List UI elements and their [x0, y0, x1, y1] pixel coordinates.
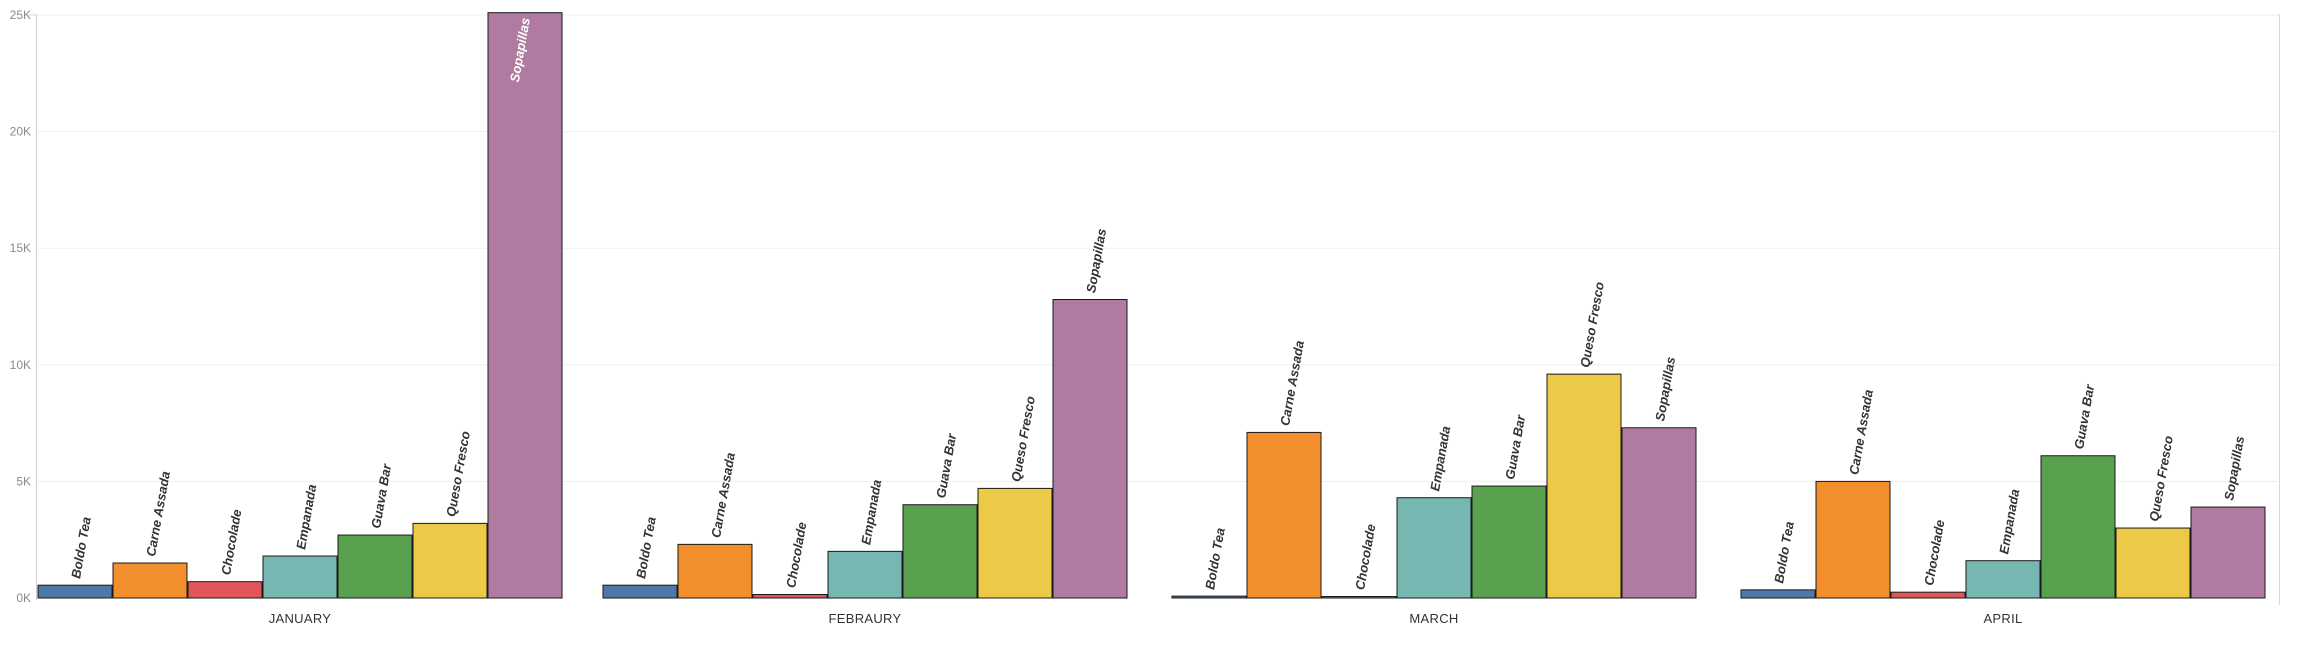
- bar-march-carne-assada: [1246, 431, 1322, 599]
- bar-label: Empanada: [1996, 488, 2022, 555]
- bar-label: Boldo Tea: [68, 516, 94, 580]
- bar-label: Chocolade: [1921, 519, 1947, 587]
- bar-march-guava-bar: [1471, 485, 1547, 599]
- bar-febraury-guava-bar: [902, 504, 978, 599]
- bar-label: Guava Bar: [2071, 383, 2097, 451]
- bar-label: Queso Fresco: [1577, 281, 1607, 369]
- bar-labels-group: Boldo Tea Carne Assada Chocolade Empanada Gu…: [68, 17, 2247, 591]
- bar-label: Empanada: [858, 479, 884, 546]
- bar-march-empanada: [1396, 497, 1472, 599]
- bar-label: Boldo Tea: [1771, 520, 1797, 584]
- gridlines: [38, 14, 2278, 482]
- y-tick-label: 15K: [10, 241, 31, 255]
- bar-label: Sopapillas: [1083, 227, 1109, 294]
- category-label-febraury: FEBRAURY: [829, 611, 902, 626]
- bar-label: Guava Bar: [368, 462, 394, 530]
- category-label-march: MARCH: [1409, 611, 1458, 626]
- bar-febraury-carne-assada: [677, 543, 753, 599]
- bar-label: Carne Assada: [143, 470, 173, 558]
- bar-febraury-chocolade: [752, 594, 828, 599]
- bar-label: Guava Bar: [1502, 413, 1528, 481]
- bar-label: Queso Fresco: [2146, 435, 2176, 523]
- bar-label: Empanada: [293, 483, 319, 550]
- bar-label: Chocolade: [218, 508, 244, 576]
- bar-label: Queso Fresco: [443, 430, 473, 518]
- bar-febraury-queso-fresco: [977, 487, 1053, 599]
- bar-january-sopapillas: [487, 12, 563, 599]
- category-label-april: APRIL: [1983, 611, 2022, 626]
- bar-label: Empanada: [1427, 425, 1453, 492]
- bar-label: Queso Fresco: [1008, 395, 1038, 483]
- bar-label: Carne Assada: [1846, 388, 1876, 476]
- y-tick-label: 25K: [10, 8, 31, 22]
- bar-febraury-sopapillas: [1052, 299, 1128, 599]
- bar-label: Carne Assada: [708, 451, 738, 539]
- bar-febraury-boldo-tea: [602, 584, 678, 599]
- bar-april-chocolade: [1890, 591, 1966, 599]
- y-tick-label: 20K: [10, 125, 31, 139]
- category-labels-group: JANUARY FEBRAURY MARCH APRIL: [269, 611, 2023, 626]
- category-label-january: JANUARY: [269, 611, 332, 626]
- bar-label: Guava Bar: [933, 432, 959, 500]
- bar-label: Sopapillas: [1652, 356, 1678, 423]
- bar-label: Sopapillas: [2221, 435, 2247, 502]
- bar-january-guava-bar: [337, 534, 413, 599]
- bar-january-boldo-tea: [37, 584, 113, 599]
- bar-febraury-empanada: [827, 550, 903, 599]
- y-tick-label: 5K: [16, 474, 31, 488]
- bar-april-queso-fresco: [2115, 527, 2191, 599]
- bar-january-carne-assada: [112, 562, 188, 599]
- bar-april-carne-assada: [1815, 480, 1891, 599]
- bar-march-boldo-tea: [1171, 595, 1247, 599]
- bar-label: Chocolade: [783, 521, 809, 589]
- bar-march-queso-fresco: [1546, 373, 1622, 599]
- y-tick-label: 10K: [10, 358, 31, 372]
- bar-january-queso-fresco: [412, 522, 488, 599]
- y-axis: 0K 5K 10K 15K 20K 25K: [10, 8, 37, 605]
- bars-group: [37, 12, 2266, 599]
- y-tick-label: 0K: [16, 591, 31, 605]
- bar-label: Chocolade: [1352, 523, 1378, 591]
- bar-april-sopapillas: [2190, 506, 2266, 599]
- bar-january-empanada: [262, 555, 338, 599]
- bar-label: Carne Assada: [1277, 339, 1307, 427]
- bar-march-sopapillas: [1621, 427, 1697, 599]
- bar-april-empanada: [1965, 560, 2041, 599]
- bar-label: Boldo Tea: [1202, 527, 1228, 591]
- bar-march-chocolade: [1321, 596, 1397, 599]
- bar-april-guava-bar: [2040, 455, 2116, 599]
- bar-label: Boldo Tea: [633, 516, 659, 580]
- bar-january-chocolade: [187, 581, 263, 599]
- bar-april-boldo-tea: [1740, 589, 1816, 599]
